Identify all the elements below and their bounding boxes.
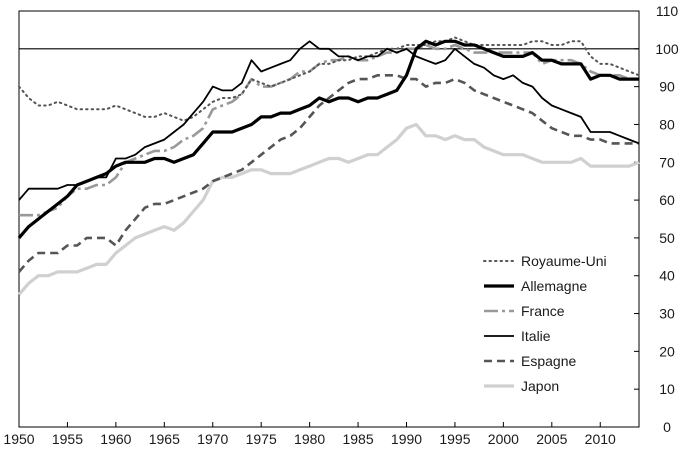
x-tick-label: 1975	[246, 431, 277, 447]
x-tick-label: 1970	[197, 431, 228, 447]
y-tick-label: 100	[655, 41, 679, 57]
legend-label-espagne: Espagne	[521, 353, 576, 369]
series-line-france	[19, 43, 639, 217]
y-tick-label: 80	[659, 116, 675, 132]
series-line-espagne	[18, 74, 639, 273]
y-tick-label: 0	[663, 419, 671, 435]
x-tick-label: 1990	[391, 431, 422, 447]
series-layer	[17, 36, 640, 296]
x-tick-label: 2005	[536, 431, 567, 447]
y-tick-label: 70	[659, 154, 675, 170]
x-tick-label: 2010	[585, 431, 616, 447]
x-tick-label: 1960	[100, 431, 131, 447]
series-line-royaume-uni	[18, 36, 640, 122]
series-line-italie	[18, 40, 640, 201]
series-line-japon	[17, 122, 640, 296]
x-tick-label: 1955	[52, 431, 83, 447]
y-tick-label: 30	[659, 306, 675, 322]
x-tick-label: 2000	[488, 431, 519, 447]
y-tick-label: 90	[659, 79, 675, 95]
legend: Royaume-Uni Allemagne France Italie Espagne J…	[483, 253, 607, 394]
x-tick-label: 1980	[294, 431, 325, 447]
y-tick-label: 20	[659, 343, 675, 359]
x-tick-label: 1950	[3, 431, 34, 447]
y-tick-label: 10	[659, 381, 675, 397]
y-tick-label: 60	[659, 192, 675, 208]
legend-label-italie: Italie	[521, 328, 551, 344]
y-tick-label: 50	[659, 230, 675, 246]
x-tick-label: 1995	[439, 431, 470, 447]
series-line-allemagne	[17, 39, 639, 239]
plot-frame	[18, 10, 640, 428]
x-tick-label: 1985	[342, 431, 373, 447]
y-tick-label: 40	[659, 268, 675, 284]
legend-label-japon: Japon	[521, 378, 559, 394]
legend-label-france: France	[521, 303, 565, 319]
y-tick-label: 110	[656, 3, 679, 19]
ticks-layer: 1950 1955 1960 1965 1970 1975 1980 1985 1990 1995…	[3, 3, 678, 447]
x-tick-label: 1965	[149, 431, 180, 447]
legend-label-royaume-uni: Royaume-Uni	[521, 253, 607, 269]
legend-label-allemagne: Allemagne	[521, 278, 587, 294]
